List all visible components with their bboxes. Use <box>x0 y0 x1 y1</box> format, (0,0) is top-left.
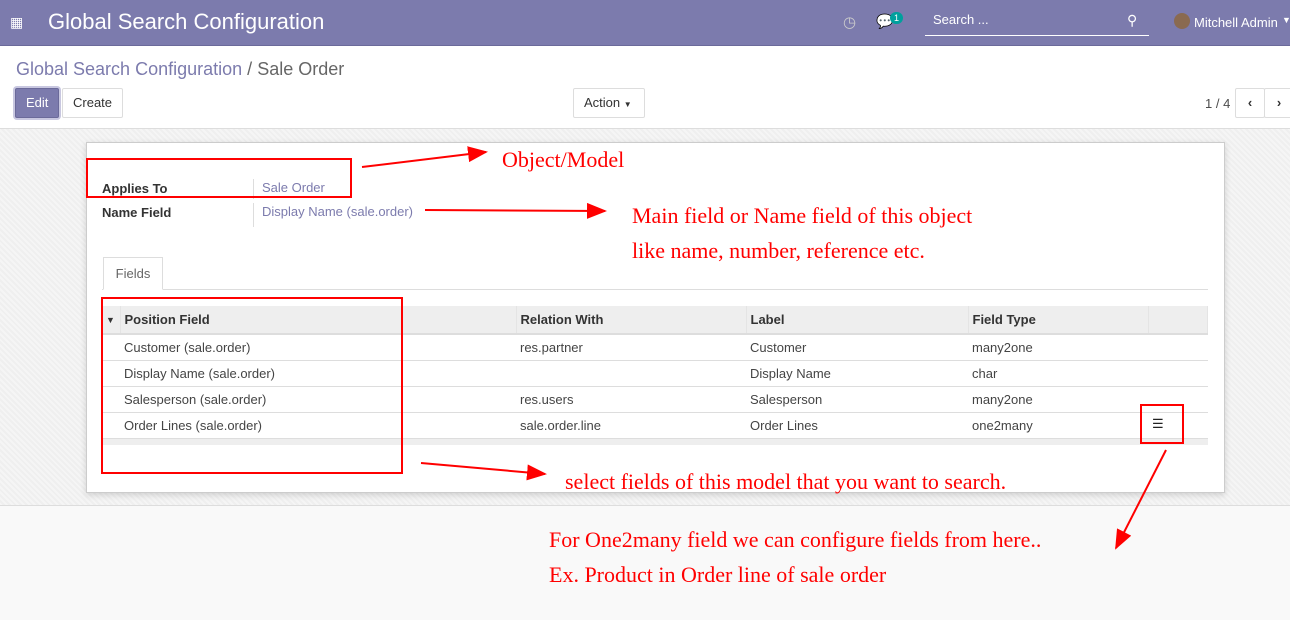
chat-icon[interactable]: 💬 <box>876 13 894 29</box>
next-button[interactable]: › <box>1264 88 1290 118</box>
breadcrumb: Global Search Configuration / Sale Order <box>16 59 344 80</box>
table-cell: res.partner <box>516 334 746 361</box>
avatar[interactable] <box>1174 13 1190 29</box>
control-panel: Global Search Configuration / Sale Order… <box>0 46 1290 129</box>
table-row[interactable]: Display Name (sale.order) Display Name cha… <box>102 360 1208 387</box>
table-row[interactable]: Order Lines (sale.order) sale.order.line O… <box>102 412 1208 439</box>
annotation-text: like name, number, reference etc. <box>632 238 925 263</box>
search-icon[interactable]: ⚲ <box>1127 12 1138 28</box>
table-cell: char <box>968 360 1148 387</box>
table-cell: Salesperson (sale.order) <box>120 386 516 413</box>
row-spacer <box>102 334 120 361</box>
annotation-text: select fields of this model that you wan… <box>565 469 1007 494</box>
action-label: Action <box>584 95 621 110</box>
app-title: Global Search Configuration <box>48 9 325 34</box>
annotation-text: Main field or Name field of this object <box>632 203 973 228</box>
row-extra <box>1148 360 1208 387</box>
search-input[interactable]: Search ... <box>925 10 1149 36</box>
name-field-value[interactable]: Display Name (sale.order) <box>253 203 413 227</box>
annotation-text: Ex. Product in Order line of sale order <box>549 562 887 587</box>
table-cell: one2many <box>968 412 1148 439</box>
breadcrumb-separator: / <box>247 59 253 79</box>
search-placeholder: Search ... <box>933 12 989 27</box>
table-cell: many2one <box>968 334 1148 361</box>
breadcrumb-parent[interactable]: Global Search Configuration <box>16 59 243 79</box>
table-cell: Customer <box>746 334 968 361</box>
table-cell: Salesperson <box>746 386 968 413</box>
column-header[interactable]: Position Field <box>120 306 517 335</box>
tab-divider <box>102 289 1208 290</box>
arrow <box>420 462 547 481</box>
column-header-empty <box>1148 306 1208 335</box>
highlight-box <box>101 297 403 474</box>
caret-down-icon[interactable]: ▼ <box>1282 15 1290 25</box>
tab-fields[interactable]: Fields <box>103 257 163 290</box>
table-cell: Order Lines <box>746 412 968 439</box>
prev-button[interactable]: ‹ <box>1235 88 1265 118</box>
list-icon[interactable]: ☰ <box>1152 416 1164 431</box>
table-cell: Display Name (sale.order) <box>120 360 516 387</box>
annotation-text: For One2many field we can configure fiel… <box>549 527 1042 552</box>
sort-caret-icon[interactable]: ▼ <box>102 306 121 335</box>
table-cell: sale.order.line <box>516 412 746 439</box>
grid-icon[interactable]: ▦ <box>10 14 24 30</box>
chevron-left-icon: ‹ <box>1247 95 1253 110</box>
arrow <box>1115 449 1167 550</box>
table-cell: Display Name <box>746 360 968 387</box>
fields-table: ▼ Position Field Relation With Label Fie… <box>102 306 1208 445</box>
highlight-box <box>1140 404 1184 444</box>
row-spacer <box>102 386 120 413</box>
row-spacer <box>102 412 120 439</box>
annotation-text: Object/Model <box>502 147 625 172</box>
column-header[interactable]: Relation With <box>516 306 747 335</box>
row-extra <box>1148 386 1208 413</box>
table-row[interactable]: Customer (sale.order) res.partner Customer… <box>102 334 1208 361</box>
user-menu[interactable]: Mitchell Admin <box>1194 15 1278 30</box>
table-row[interactable]: Salesperson (sale.order) res.users Salespe… <box>102 386 1208 413</box>
pager-value: 1 / 4 <box>1205 96 1231 111</box>
column-header[interactable]: Field Type <box>968 306 1149 335</box>
edit-button[interactable]: Edit <box>15 88 60 118</box>
arrow <box>424 202 607 219</box>
table-cell: Order Lines (sale.order) <box>120 412 516 439</box>
column-header[interactable]: Label <box>746 306 969 335</box>
table-cell <box>516 360 746 387</box>
row-extra <box>1148 412 1208 439</box>
chat-badge: 1 <box>890 12 904 24</box>
table-cell: Customer (sale.order) <box>120 334 516 361</box>
table-cell: res.users <box>516 386 746 413</box>
navbar: ▦ Global Search Configuration ◷ 💬 1 Sear… <box>0 0 1290 46</box>
table-cell: many2one <box>968 386 1148 413</box>
form-sheet: Applies To Sale Order Name Field Display… <box>86 142 1225 493</box>
create-button[interactable]: Create <box>62 88 124 118</box>
row-extra <box>1148 334 1208 361</box>
highlight-box <box>86 158 352 198</box>
clock-icon[interactable]: ◷ <box>843 14 857 31</box>
breadcrumb-current: Sale Order <box>257 59 345 79</box>
row-spacer <box>102 360 120 387</box>
name-field-label: Name Field <box>102 205 172 220</box>
action-dropdown[interactable]: Action ▼ <box>573 88 645 118</box>
caret-down-icon: ▼ <box>623 100 632 109</box>
applies-to-value[interactable]: Sale Order <box>253 179 325 199</box>
table-footer <box>102 438 1208 445</box>
arrow <box>361 146 488 168</box>
chevron-right-icon: › <box>1276 95 1282 110</box>
applies-to-label: Applies To <box>102 181 168 196</box>
